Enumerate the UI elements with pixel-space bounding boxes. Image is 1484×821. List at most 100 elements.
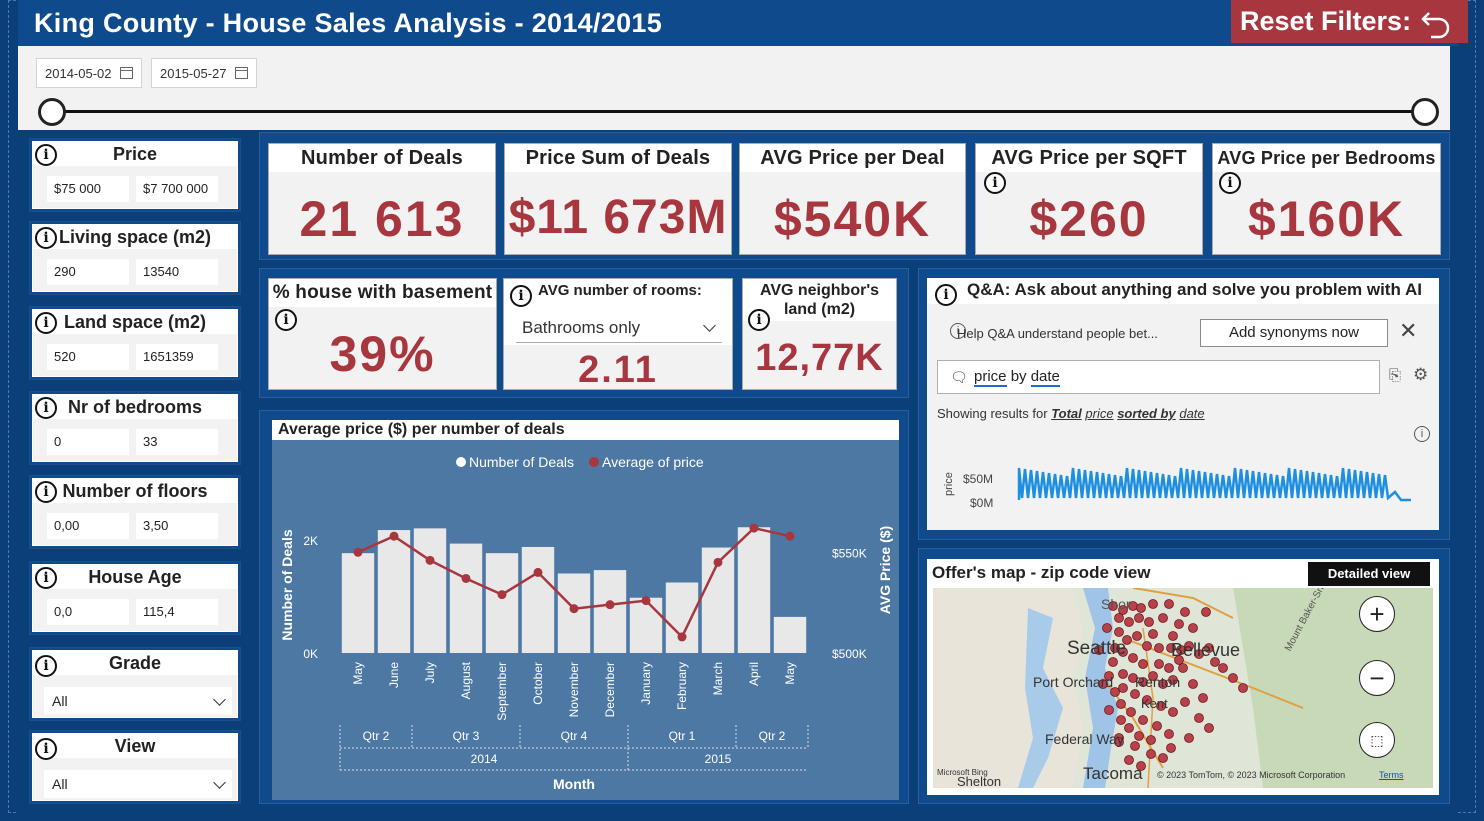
zip-marker[interactable] <box>1124 723 1134 733</box>
zip-marker[interactable] <box>1094 645 1104 655</box>
zip-marker[interactable] <box>1110 643 1120 653</box>
zip-marker[interactable] <box>1124 617 1134 627</box>
info-icon[interactable]: i <box>35 481 57 503</box>
zip-marker[interactable] <box>1136 761 1146 771</box>
living-max-input[interactable]: 13540 <box>136 259 218 285</box>
zip-marker[interactable] <box>1164 729 1174 739</box>
zip-marker[interactable] <box>1142 695 1152 705</box>
zip-marker[interactable] <box>1188 679 1198 689</box>
zip-marker[interactable] <box>1180 607 1190 617</box>
info-icon[interactable]: i <box>1219 172 1241 194</box>
zip-marker[interactable] <box>1184 733 1194 743</box>
zip-marker[interactable] <box>1116 715 1126 725</box>
zip-marker[interactable] <box>1166 643 1176 653</box>
map-canvas[interactable]: Shor Seattle Bellevue Port Orchard Rento… <box>933 588 1433 788</box>
bedrooms-max-input[interactable]: 33 <box>136 429 218 455</box>
end-date-input[interactable]: 2015-05-27 <box>151 58 257 88</box>
living-min-input[interactable]: 290 <box>47 259 129 285</box>
zip-marker[interactable] <box>1176 645 1186 655</box>
date-slider-end-handle[interactable] <box>1411 98 1439 126</box>
info-icon[interactable]: i <box>984 172 1006 194</box>
zip-marker[interactable] <box>1146 749 1156 759</box>
zip-marker[interactable] <box>1128 673 1138 683</box>
info-icon[interactable]: i <box>35 655 57 677</box>
zip-marker[interactable] <box>1130 741 1140 751</box>
zip-marker[interactable] <box>1194 713 1204 723</box>
zip-marker[interactable] <box>1204 723 1214 733</box>
convert-visual-icon[interactable]: ⎘ <box>1389 367 1402 384</box>
zip-marker[interactable] <box>1114 613 1124 623</box>
zip-marker[interactable] <box>1102 623 1112 633</box>
view-dropdown[interactable]: All <box>44 770 232 798</box>
info-icon[interactable]: i <box>275 309 297 331</box>
zip-marker[interactable] <box>1108 657 1118 667</box>
info-icon[interactable]: i <box>748 309 770 331</box>
zip-marker[interactable] <box>1166 743 1176 753</box>
zip-marker[interactable] <box>1130 689 1140 699</box>
zip-marker[interactable] <box>1118 669 1128 679</box>
zip-marker[interactable] <box>1210 657 1220 667</box>
zip-marker[interactable] <box>1138 659 1148 669</box>
zip-marker[interactable] <box>1194 649 1204 659</box>
zip-marker[interactable] <box>1134 613 1144 623</box>
reset-filters-button[interactable]: Reset Filters: <box>1231 0 1468 43</box>
floors-max-input[interactable]: 3,50 <box>136 513 218 539</box>
info-icon[interactable]: i <box>935 284 957 306</box>
zip-marker[interactable] <box>1164 663 1174 673</box>
zip-marker[interactable] <box>1158 679 1168 689</box>
zip-marker[interactable] <box>1180 697 1190 707</box>
zip-marker[interactable] <box>1110 687 1120 697</box>
detailed-view-button[interactable]: Detailed view <box>1308 562 1430 586</box>
info-icon[interactable]: i <box>35 738 57 760</box>
qa-price-line-chart[interactable] <box>1015 460 1415 510</box>
floors-min-input[interactable]: 0,00 <box>47 513 129 539</box>
zip-marker[interactable] <box>1148 599 1158 609</box>
zip-marker[interactable] <box>1138 677 1148 687</box>
age-max-input[interactable]: 115,4 <box>136 599 218 625</box>
zip-marker[interactable] <box>1184 641 1194 651</box>
zip-marker[interactable] <box>1218 663 1228 673</box>
room-type-dropdown[interactable]: Bathrooms only <box>516 315 722 343</box>
zip-marker[interactable] <box>1134 731 1144 741</box>
date-slider-start-handle[interactable] <box>38 98 66 126</box>
zip-marker[interactable] <box>1136 603 1146 613</box>
calendar-icon[interactable] <box>234 67 248 79</box>
zip-marker[interactable] <box>1238 683 1248 693</box>
zip-marker[interactable] <box>1138 715 1148 725</box>
zip-marker[interactable] <box>1148 671 1158 681</box>
zip-marker[interactable] <box>1164 599 1174 609</box>
zip-marker[interactable] <box>1174 655 1184 665</box>
map-terms-link[interactable]: Terms <box>1379 770 1404 780</box>
info-icon[interactable]: i <box>510 285 532 307</box>
zip-marker[interactable] <box>1198 693 1208 703</box>
zip-marker[interactable] <box>1168 675 1178 685</box>
zip-marker[interactable] <box>1104 671 1114 681</box>
price-max-input[interactable]: $7 700 000 <box>136 176 218 202</box>
zip-marker[interactable] <box>1114 737 1124 747</box>
land-max-input[interactable]: 1651359 <box>136 344 218 370</box>
zip-code-markers[interactable] <box>933 588 1433 788</box>
gear-icon[interactable]: ⚙ <box>1413 365 1429 384</box>
zip-marker[interactable] <box>1132 631 1142 641</box>
zip-marker[interactable] <box>1188 623 1198 633</box>
zoom-out-button[interactable]: − <box>1359 660 1395 696</box>
age-min-input[interactable]: 0,0 <box>47 599 129 625</box>
info-icon[interactable]: i <box>35 144 57 166</box>
zip-marker[interactable] <box>1116 699 1126 709</box>
info-icon[interactable]: i <box>35 397 57 419</box>
info-circle-icon[interactable]: i <box>1414 426 1430 442</box>
zip-marker[interactable] <box>1124 755 1134 765</box>
bedrooms-min-input[interactable]: 0 <box>47 429 129 455</box>
price-min-input[interactable]: $75 000 <box>47 176 129 202</box>
zip-marker[interactable] <box>1178 663 1188 673</box>
zip-marker[interactable] <box>1204 643 1214 653</box>
zip-marker[interactable] <box>1118 605 1128 615</box>
qa-question-input[interactable]: 🗨 price by date <box>937 360 1380 394</box>
zip-marker[interactable] <box>1104 705 1114 715</box>
zip-marker[interactable] <box>1228 673 1238 683</box>
zip-marker[interactable] <box>1126 707 1136 717</box>
zip-marker[interactable] <box>1154 659 1164 669</box>
zip-marker[interactable] <box>1158 613 1168 623</box>
zip-marker[interactable] <box>1154 643 1164 653</box>
zip-marker[interactable] <box>1168 707 1178 717</box>
